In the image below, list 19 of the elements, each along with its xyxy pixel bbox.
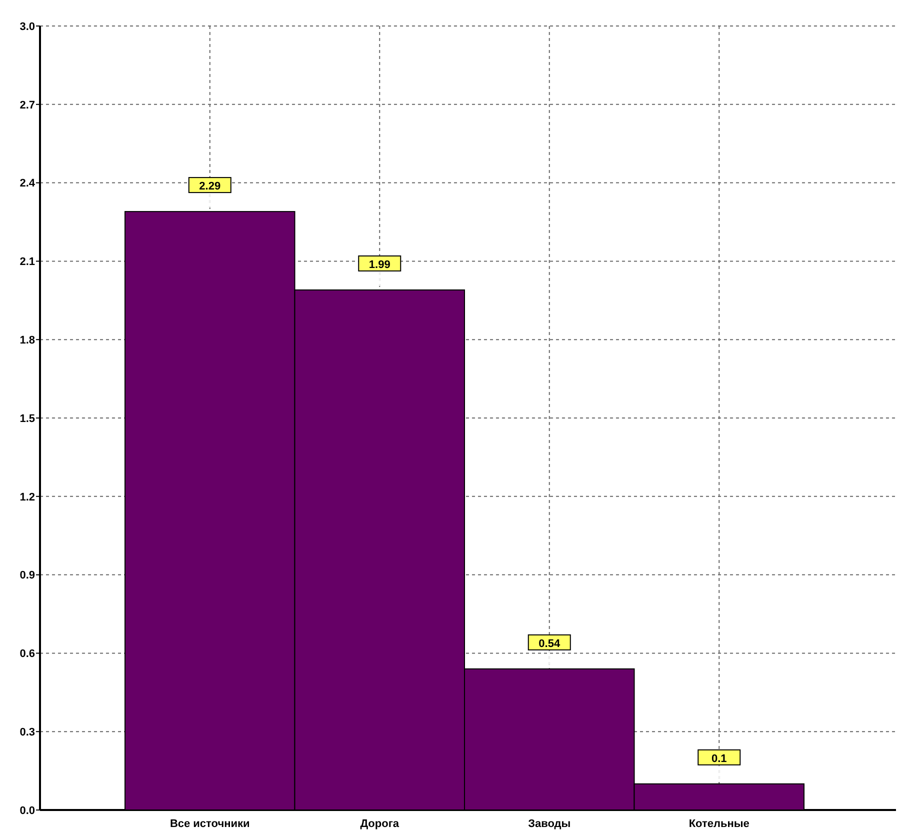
y-tick-label: 1.5 (20, 412, 35, 425)
data-label: 0.54 (538, 638, 561, 650)
y-tick-label: 3.0 (20, 20, 35, 33)
y-tick-label: 0.3 (20, 726, 35, 738)
y-tick-label: 0.9 (20, 570, 35, 582)
x-tick-label: Котельные (688, 818, 750, 830)
y-tick-label: 2.7 (20, 99, 35, 112)
y-tick-label: 0.6 (20, 648, 35, 660)
x-tick-label: Заводы (528, 818, 571, 830)
data-label: 0.1 (711, 752, 727, 765)
y-tick-label: 1.8 (20, 334, 35, 346)
y-tick-label: 2.4 (20, 178, 36, 190)
x-tick-label: Все источники (170, 818, 250, 830)
y-tick-label: 0.0 (20, 804, 35, 817)
y-tick-label: 1.2 (20, 491, 35, 504)
data-label: 1.99 (368, 258, 390, 271)
x-tick-label: Дорога (360, 818, 400, 830)
data-label: 2.29 (199, 180, 221, 193)
y-tick-label: 2.1 (20, 256, 35, 268)
